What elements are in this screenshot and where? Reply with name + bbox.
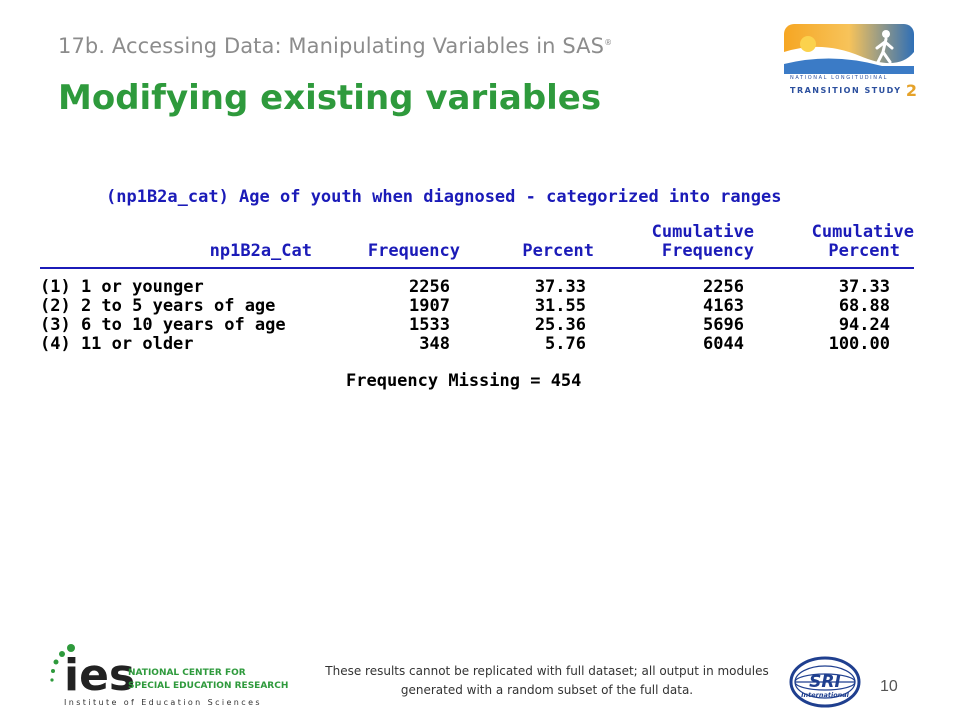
subtitle-text: 17b. Accessing Data: Manipulating Variab… [58,34,605,58]
table-cell: 25.36 [534,315,586,335]
globe-lines-icon [794,665,856,699]
header-frequency: Frequency [367,241,460,261]
nlts-caption-number: 2 [905,81,919,100]
header-percent: Percent [522,241,594,261]
sri-international-logo: SRI International [789,656,861,708]
nlts-caption-line2: TRANSITION STUDY 2 [790,81,918,100]
table-cell: 1907 [409,296,450,316]
header-cum-percent: Percent [828,241,900,261]
sri-text: SRI [809,672,841,692]
header-cum-frequency: Frequency [661,241,754,261]
table-cell: 94.24 [838,315,890,335]
table-cell: 68.88 [838,296,890,316]
table-row-label: (1) 1 or younger [40,277,204,297]
header-cumulative-2: Cumulative [811,222,914,242]
ies-mark-text: ies [64,650,135,701]
ies-line1: NATIONAL CENTER FOR [128,668,246,678]
sri-sub-text: International [801,691,850,699]
table-cell: 37.33 [534,277,586,297]
frequency-missing: Frequency Missing = 454 [346,371,582,391]
lecture-subtitle: 17b. Accessing Data: Manipulating Variab… [58,34,612,58]
table-cell: 4163 [703,296,744,316]
nlts-caption-line1: NATIONAL LONGITUDINAL [790,75,888,81]
table-row-label: (4) 11 or older [40,334,194,354]
nlts2-logo [784,24,914,74]
table-row-label: (3) 6 to 10 years of age [40,315,286,335]
ies-dots-icon [50,644,75,682]
table-cell: 6044 [703,334,744,354]
table-cell: 348 [419,334,450,354]
table-cell: 37.33 [838,277,890,297]
walking-figure-icon [875,30,894,64]
sas-table-title: (np1B2a_cat) Age of youth when diagnosed… [106,187,782,207]
table-cell: 31.55 [534,296,586,316]
table-cell: 2256 [703,277,744,297]
table-row-label: (2) 2 to 5 years of age [40,296,276,316]
header-rule [40,267,914,269]
page-number: 10 [880,678,898,695]
header-cumulative-1: Cumulative [651,222,754,242]
header-np1b2a-cat: np1B2a_Cat [209,241,312,261]
footer-note: These results cannot be replicated with … [325,664,769,697]
table-cell: 2256 [409,277,450,297]
slide-title: Modifying existing variables [58,78,602,118]
table-cell: 100.00 [828,334,890,354]
ies-logo: ies NATIONAL CENTER FOR SPECIAL EDUCATIO… [50,644,288,707]
sas-output-table: (np1B2a_cat) Age of youth when diagnosed… [40,183,920,393]
ies-line3: Institute of Education Sciences [64,698,262,707]
table-cell: 5696 [703,315,744,335]
ies-line2: SPECIAL EDUCATION RESEARCH [128,681,288,691]
table-cell: 5.76 [545,334,586,354]
nlts-caption-text: TRANSITION STUDY [790,86,902,95]
table-cell: 1533 [409,315,450,335]
registered-mark: ® [604,38,613,47]
